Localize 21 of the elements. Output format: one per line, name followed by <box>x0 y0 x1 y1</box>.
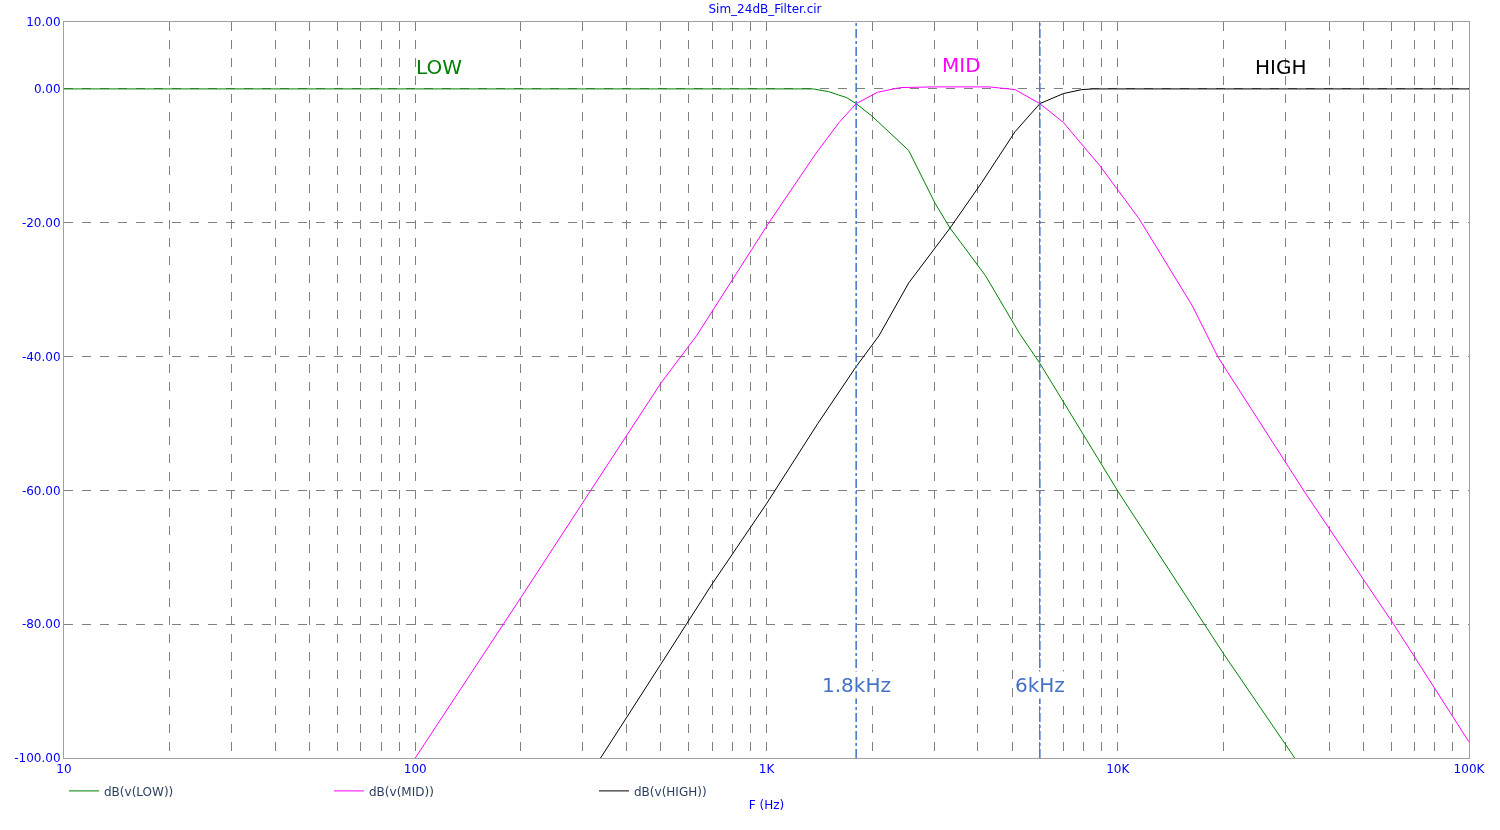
y-tick-label: -20.00 <box>21 215 61 230</box>
x-tick-label: 100 <box>403 762 427 777</box>
annotation: HIGH <box>1255 55 1307 79</box>
x-tick-label: 10K <box>1106 762 1131 777</box>
x-axis-title: F (Hz) <box>748 798 785 813</box>
ref-line-label: 1.8kHz <box>822 673 891 697</box>
legend-label: dB(v(HIGH)) <box>634 784 707 799</box>
y-tick-label: -80.00 <box>21 617 61 632</box>
ref-line-label: 6kHz <box>1015 673 1065 697</box>
y-tick-label: -60.00 <box>21 483 61 498</box>
chart-title: Sim_24dB_Filter.cir <box>708 1 822 16</box>
x-tick-label: 10 <box>56 762 72 777</box>
annotation: LOW <box>416 55 463 79</box>
legend-label: dB(v(LOW)) <box>104 784 174 799</box>
y-tick-label: -40.00 <box>21 349 61 364</box>
y-tick-label: 0.00 <box>33 82 61 97</box>
legend-label: dB(v(MID)) <box>369 784 434 799</box>
y-tick-label: 10.00 <box>26 15 61 30</box>
x-tick-label: 1K <box>758 762 776 777</box>
annotation: MID <box>942 53 981 77</box>
x-tick-label: 100K <box>1453 762 1486 777</box>
